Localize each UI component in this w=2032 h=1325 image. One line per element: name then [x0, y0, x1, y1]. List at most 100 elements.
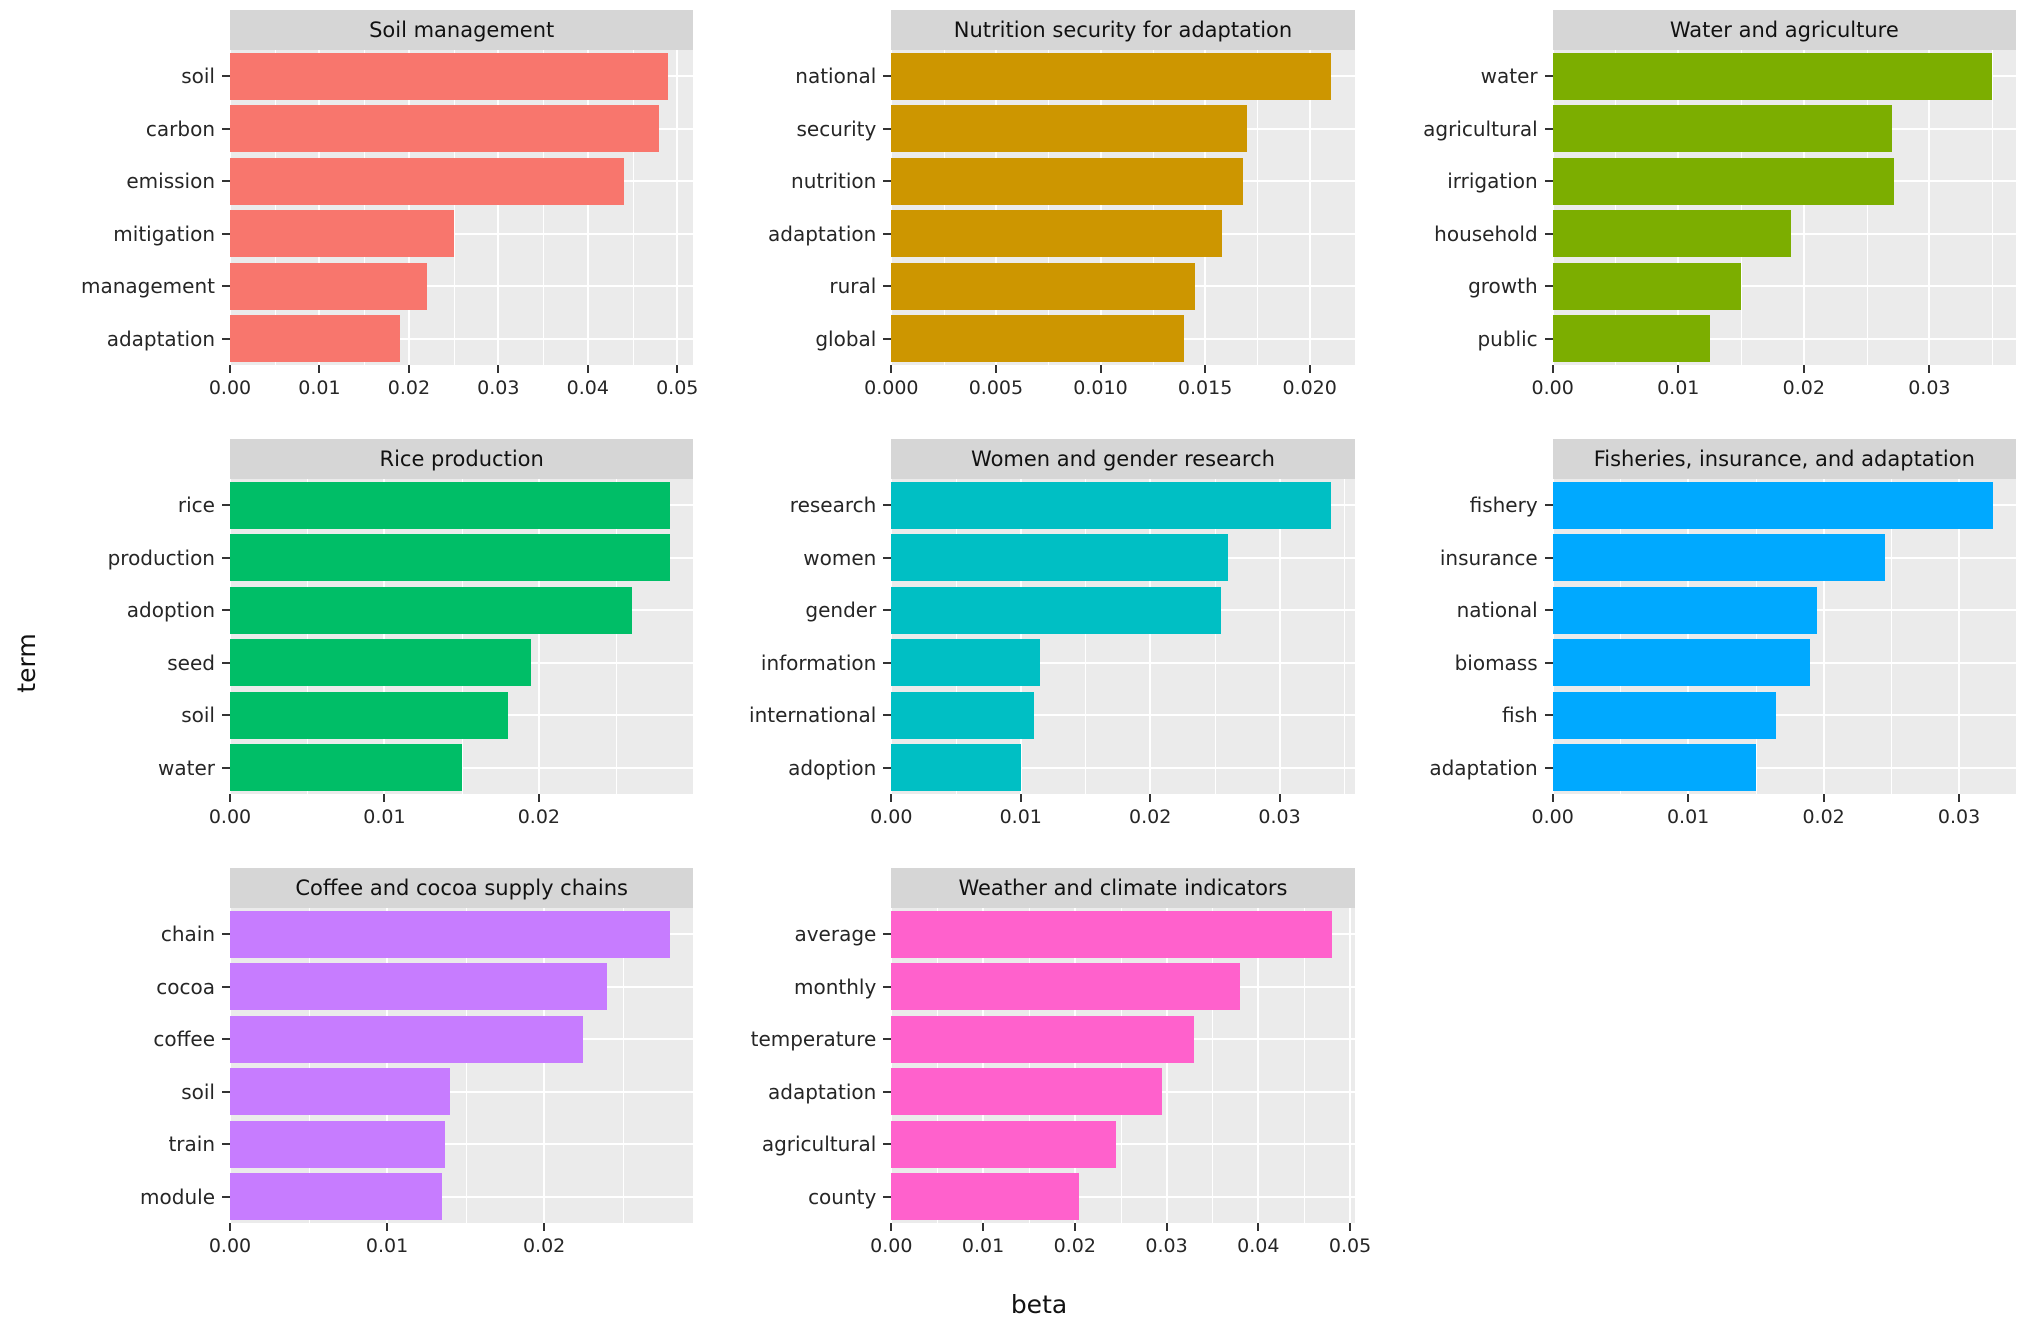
minor-gridline [465, 908, 467, 1223]
y-tick-mark [1544, 556, 1553, 559]
major-gridline [230, 479, 231, 794]
h-gridline [230, 1090, 694, 1093]
x-tick-label: 0.05 [656, 377, 699, 399]
bar-rural [891, 262, 1195, 310]
y-label-row: adaptation [723, 1066, 892, 1119]
minor-gridline [1048, 50, 1050, 365]
facet-title: Nutrition security for adaptation [891, 10, 1355, 50]
y-label-row: soil [62, 50, 230, 103]
y-axis-labels: national security nutrition adaptation rural… [723, 50, 892, 366]
y-tick-mark [1544, 504, 1553, 507]
h-gridline [230, 1195, 694, 1198]
plot-area [230, 479, 694, 794]
y-tick-label: growth [1468, 274, 1538, 299]
x-tick-label: 0.05 [1328, 1235, 1372, 1257]
x-tick-mark [383, 794, 386, 802]
y-tick-mark [883, 285, 892, 288]
bar-row [1552, 742, 2016, 795]
x-tick-label: 0.00 [208, 1235, 252, 1257]
facet-title: Soil management [230, 10, 694, 50]
h-gridline [891, 661, 1355, 664]
plot-area [1552, 50, 2016, 365]
facet-panel-4: Rice production rice production adoption see… [62, 439, 694, 844]
bars [891, 908, 1354, 1223]
x-tick-label: 0.04 [1237, 1235, 1280, 1257]
facet-title: Fisheries, insurance, and adaptation [1552, 439, 2016, 479]
major-gridline [982, 908, 985, 1223]
x-tick-mark [1687, 794, 1690, 802]
y-label-row: fish [1385, 689, 1553, 742]
bar-national [1552, 586, 1817, 634]
major-gridline [497, 50, 500, 365]
y-label-row: global [723, 313, 892, 366]
h-gridline [230, 232, 694, 235]
y-tick-mark [883, 766, 892, 769]
major-gridline [1677, 50, 1680, 365]
y-tick-label: production [107, 545, 215, 570]
y-tick-label: household [1434, 221, 1538, 246]
x-tick-label: 0.00 [870, 1235, 913, 1257]
x-tick-label: 0.000 [864, 377, 919, 399]
y-label-row: biomass [1385, 637, 1553, 690]
y-tick-mark [1544, 609, 1553, 612]
y-tick-mark [222, 556, 230, 559]
y-tick-label: adaptation [1429, 755, 1538, 780]
bar-adaptation [1552, 744, 1756, 792]
minor-gridline [1257, 50, 1259, 365]
bar-row [891, 1118, 1354, 1171]
x-tick-label: 0.01 [1666, 806, 1710, 828]
minor-gridline [1615, 50, 1617, 365]
y-tick-label: module [140, 1184, 215, 1209]
major-gridline [1552, 479, 1554, 794]
bar-row [1552, 260, 2016, 313]
minor-gridline [616, 479, 618, 794]
h-gridline [230, 285, 694, 288]
x-tick-label: 0.020 [1282, 377, 1337, 399]
x-tick-label: 0.015 [1177, 377, 1233, 399]
y-tick-mark [1544, 766, 1553, 769]
y-tick-label: soil [181, 703, 215, 728]
h-gridline [1552, 285, 2016, 288]
facet-panel-2: Nutrition security for adaptation nationa… [723, 10, 1355, 415]
x-tick-label: 0.01 [999, 806, 1042, 828]
bar-row [1552, 50, 2016, 103]
y-tick-label: research [789, 493, 877, 518]
y-label-row: management [62, 260, 230, 313]
x-tick-label: 0.00 [208, 806, 252, 828]
x-tick-mark [318, 365, 321, 373]
minor-gridline [1755, 479, 1757, 794]
plot-area [891, 50, 1355, 365]
bar-row [1552, 479, 2016, 532]
y-tick-label: information [760, 650, 877, 675]
y-tick-label: women [803, 545, 877, 570]
facet-title: Water and agriculture [1552, 10, 2016, 50]
x-tick-mark [537, 794, 540, 802]
bar-water [1552, 52, 1993, 100]
x-tick-mark [890, 794, 893, 802]
y-tick-label: soil [181, 1079, 215, 1104]
y-tick-mark [883, 232, 892, 235]
bar-row [1552, 532, 2016, 585]
bar-row [230, 689, 693, 742]
plot-area [891, 908, 1355, 1223]
y-axis-labels: research women gender information internatio… [723, 479, 892, 794]
bar-row [230, 961, 693, 1014]
bar-row [230, 908, 693, 961]
major-gridline [586, 50, 589, 365]
y-label-row: national [1385, 584, 1553, 637]
facet-title: Weather and climate indicators [891, 868, 1355, 908]
minor-gridline [1344, 479, 1346, 794]
bar-adaptation [891, 1068, 1162, 1116]
y-label-row: information [723, 637, 892, 690]
y-tick-mark [883, 127, 892, 130]
minor-gridline [307, 479, 309, 794]
y-tick-label: biomass [1454, 650, 1538, 675]
y-tick-label: water [1480, 64, 1538, 89]
h-gridline [1552, 714, 2016, 717]
y-tick-label: emission [126, 169, 215, 194]
x-tick-label: 0.00 [1531, 806, 1574, 828]
y-tick-label: national [795, 64, 877, 89]
y-label-row: production [62, 532, 230, 585]
bar-fishery [1552, 481, 1993, 529]
y-tick-mark [222, 714, 230, 717]
